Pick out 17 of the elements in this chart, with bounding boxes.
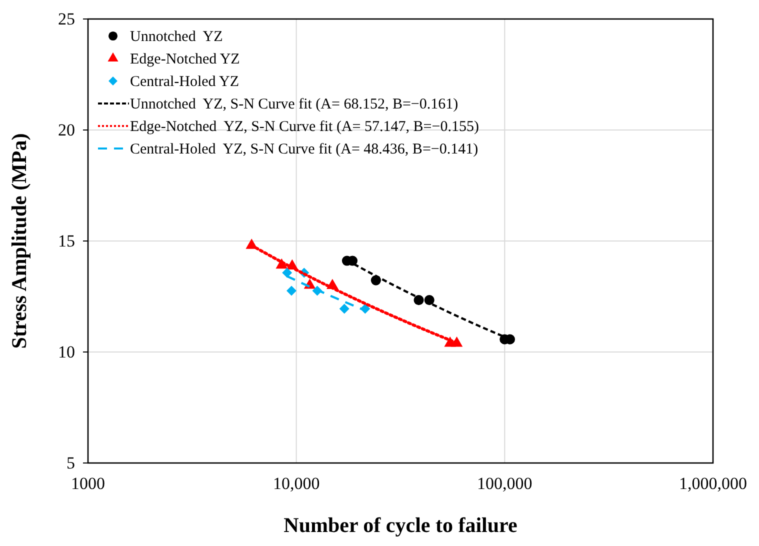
y-tick-label: 15	[58, 231, 75, 250]
y-tick-label: 25	[58, 9, 75, 28]
legend-label: Central-Holed YZ	[130, 74, 239, 90]
x-tick-label: 100,000	[477, 474, 532, 494]
legend-label: Edge-Notched YZ	[130, 52, 240, 68]
x-tick-label: 1000	[71, 474, 105, 494]
legend-label: Edge-Notched YZ, S-N Curve fit (A= 57.147, B=−0.155)	[130, 119, 479, 135]
legend-label: Unnotched YZ, S-N Curve fit (A= 68.152, B=−0.161)	[130, 96, 458, 112]
x-axis-title: Number of cycle to failure	[284, 513, 518, 537]
y-axis-title: Stress Amplitude (MPa)	[7, 133, 31, 349]
y-tick-label: 10	[58, 342, 75, 362]
legend-label: Unnotched YZ	[130, 29, 223, 45]
y-tick-label: 5	[66, 453, 75, 472]
y-tick-label: 20	[58, 120, 75, 140]
x-tick-label: 1,000,000	[679, 474, 747, 494]
legend-label: Central-Holed YZ, S-N Curve fit (A= 48.436, B=−0.141)	[130, 142, 478, 158]
x-tick-label: 10,000	[272, 474, 320, 494]
